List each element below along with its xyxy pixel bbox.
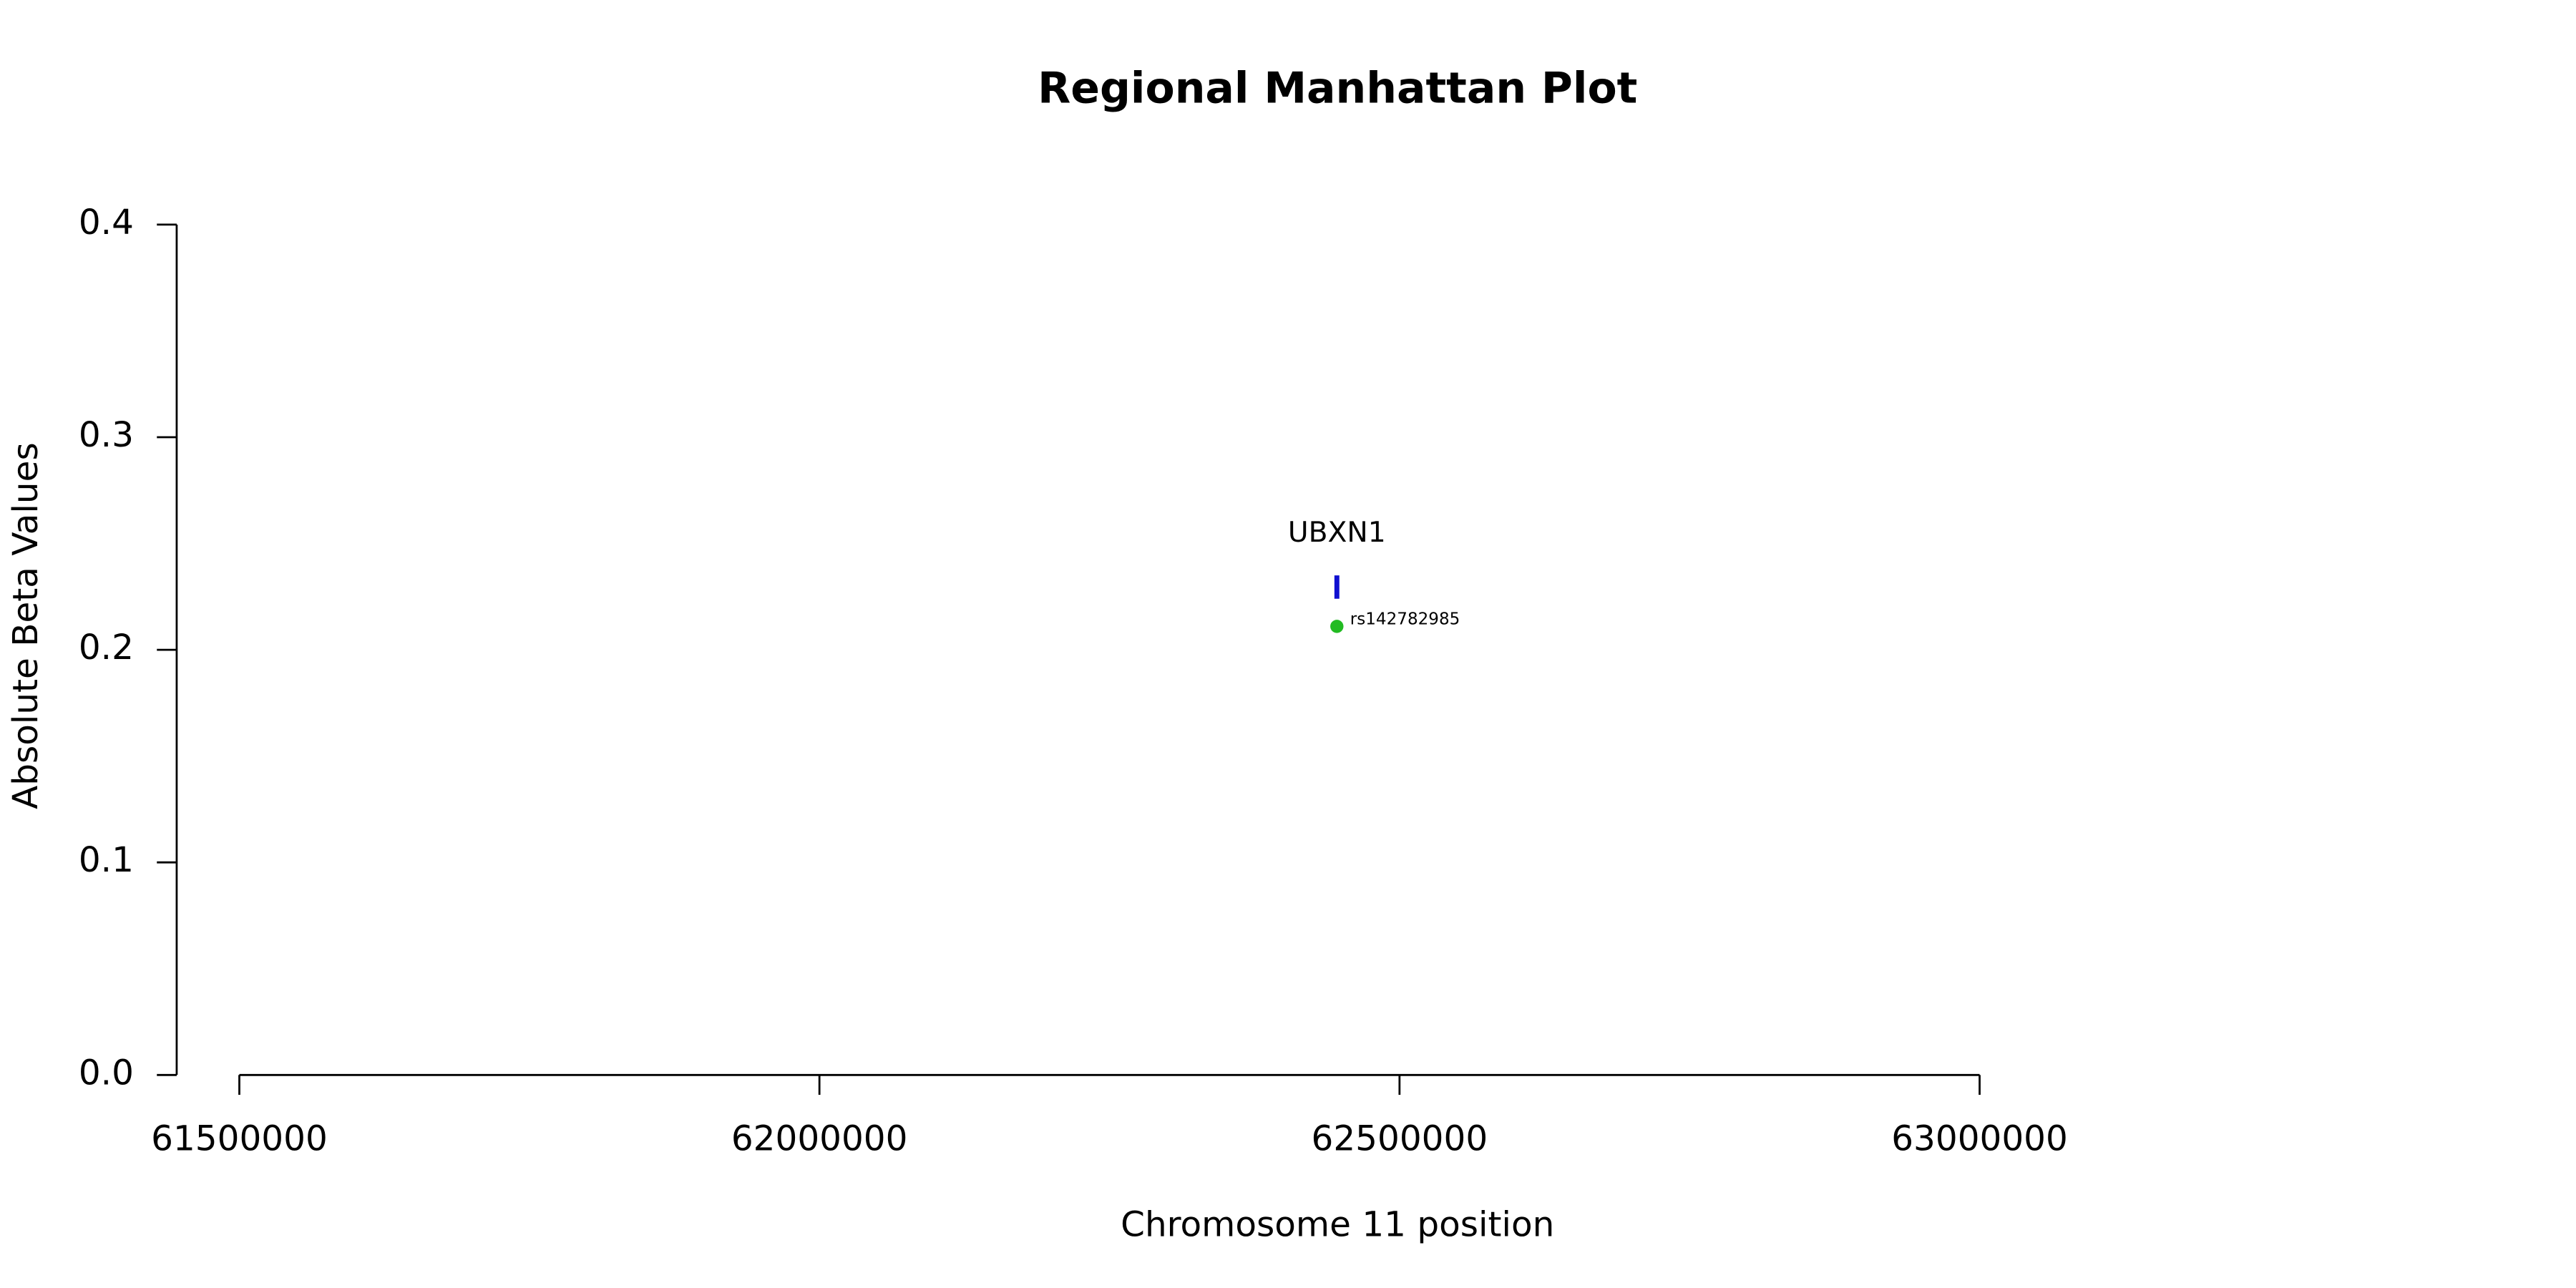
y-tick-label: 0.0 [79,1053,134,1093]
y-tick-label: 0.1 [79,840,134,880]
chart-title: Regional Manhattan Plot [1038,64,1637,114]
y-tick-label: 0.3 [79,415,134,455]
x-tick-label: 63000000 [1891,1119,2068,1159]
x-tick-label: 61500000 [151,1119,328,1159]
x-tick-label: 62500000 [1312,1119,1488,1159]
x-tick-label: 62000000 [731,1119,908,1159]
gene-label: UBXN1 [1288,517,1386,549]
x-axis-label: Chromosome 11 position [1121,1205,1554,1245]
y-tick-label: 0.2 [79,628,134,668]
y-tick-label: 0.4 [79,203,134,243]
data-point [1330,620,1344,633]
y-axis-label: Absolute Beta Values [6,442,46,809]
point-label: rs142782985 [1350,610,1460,629]
